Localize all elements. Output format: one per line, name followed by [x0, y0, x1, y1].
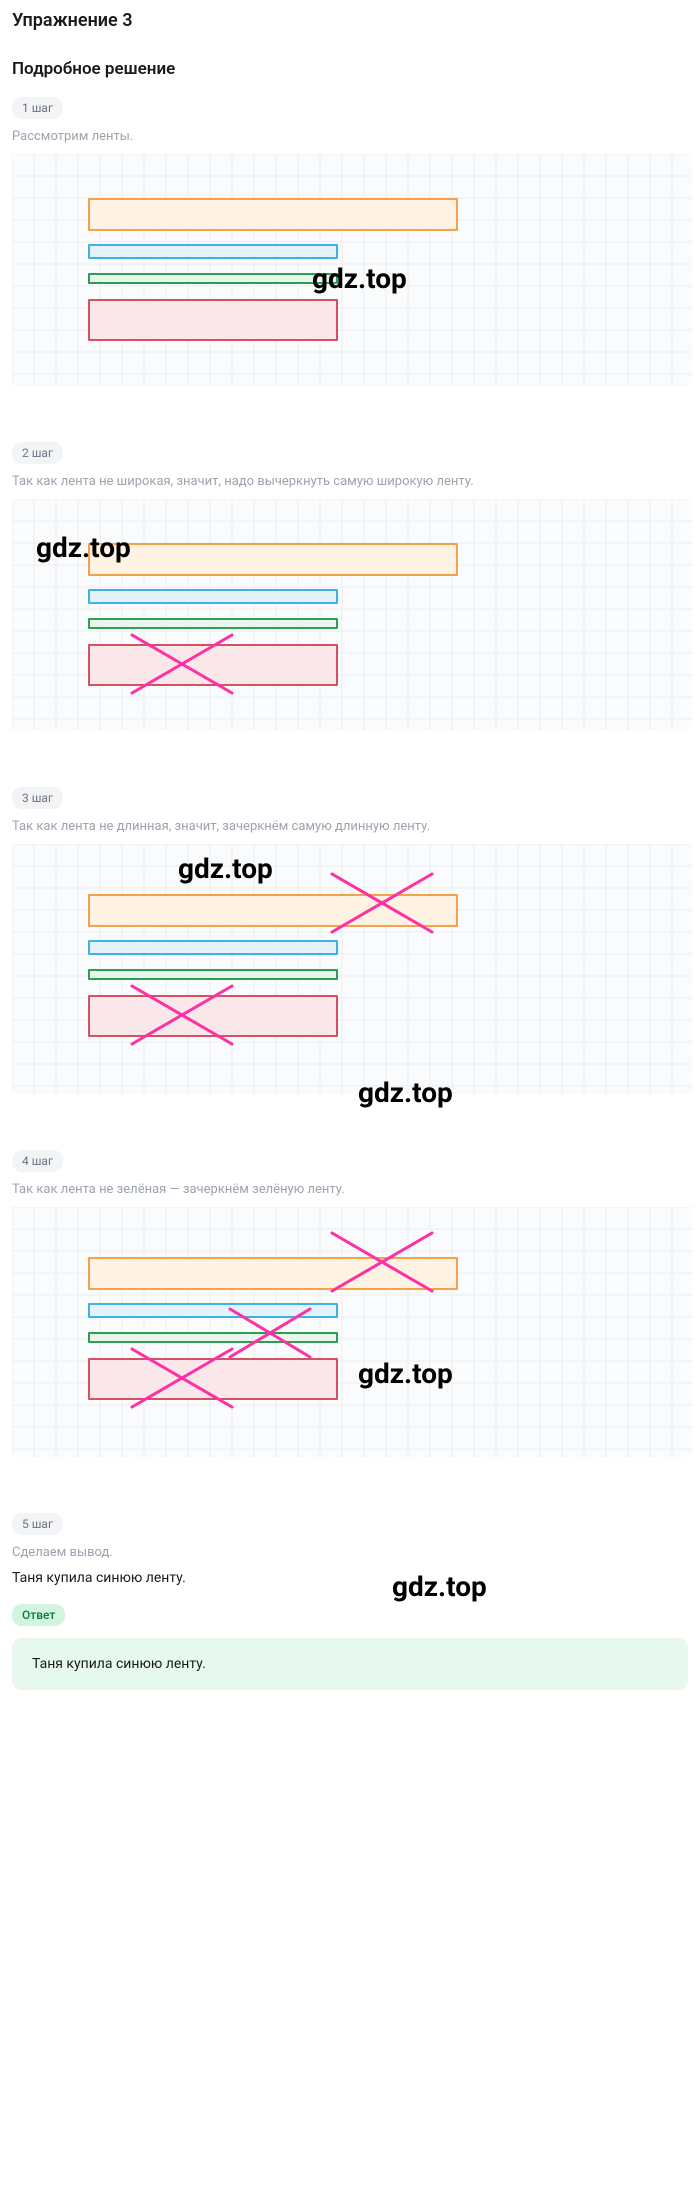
ribbon-blue: [88, 940, 338, 955]
step-section: 4 шаг Так как лента не зелёная — зачеркнё…: [12, 1150, 688, 1457]
step-badge: 1 шаг: [12, 97, 63, 119]
grid: [12, 154, 692, 386]
answer-section: Ответ gdz.top Таня купила синюю ленту.: [12, 1604, 688, 1690]
steps-container: 1 шагРассмотрим ленты.gdz.top2 шагТак ка…: [12, 97, 688, 1586]
answer-badge: Ответ: [12, 1604, 65, 1626]
ribbon-red: [88, 299, 338, 341]
ribbon-green: [88, 273, 338, 284]
diagram: gdz.top: [12, 154, 692, 386]
step-conclusion: Таня купила синюю ленту.: [12, 1570, 688, 1586]
step-badge: 4 шаг: [12, 1150, 63, 1172]
diagram: gdz.topgdz.top: [12, 844, 692, 1094]
step-section: 3 шаг Так как лента не длинная, значит, з…: [12, 787, 688, 1094]
step-description: Рассмотрим ленты.: [12, 129, 688, 144]
grid: [12, 499, 692, 731]
step-section: 5 шаг Сделаем вывод. Таня купила синюю лен…: [12, 1513, 688, 1586]
diagram: gdz.top: [12, 499, 692, 731]
step-badge: 5 шаг: [12, 1513, 63, 1535]
step-description: Так как лента не широкая, значит, надо в…: [12, 474, 688, 489]
page-root: Упражнение 3 Подробное решение 1 шаг Расс…: [0, 0, 700, 1730]
ribbon-orange: [88, 198, 458, 231]
step-description: Так как лента не зелёная — зачеркнём зел…: [12, 1182, 688, 1197]
step-description: Сделаем вывод.: [12, 1545, 688, 1560]
diagram: gdz.top: [12, 1207, 692, 1457]
ribbon-blue: [88, 589, 338, 604]
step-section: 1 шагРассмотрим ленты.gdz.top: [12, 97, 688, 386]
ribbon-blue: [88, 244, 338, 259]
answer-box: Таня купила синюю ленту.: [12, 1638, 688, 1690]
step-badge: 2 шаг: [12, 442, 63, 464]
exercise-title: Упражнение 3: [12, 10, 688, 31]
step-description: Так как лента не длинная, значит, зачерк…: [12, 819, 688, 834]
step-section: 2 шаг Так как лента не широкая, значит, н…: [12, 442, 688, 731]
step-badge: 3 шаг: [12, 787, 63, 809]
ribbon-orange: [88, 543, 458, 576]
ribbon-green: [88, 618, 338, 629]
ribbon-green: [88, 969, 338, 980]
solution-subtitle: Подробное решение: [12, 59, 688, 79]
